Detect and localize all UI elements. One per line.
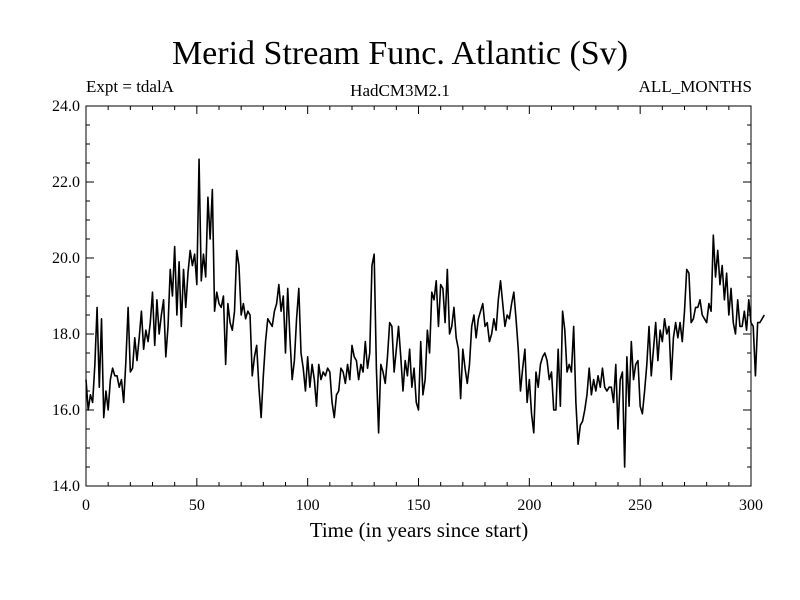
y-tick-label: 18.0 (52, 326, 80, 343)
model-label: HadCM3M2.1 (350, 81, 450, 100)
x-axis-label: Time (in years since start) (310, 518, 529, 542)
x-tick-label: 50 (189, 497, 205, 514)
x-tick-label: 100 (296, 497, 320, 514)
experiment-label: Expt = tdalA (86, 77, 174, 96)
x-tick-label: 250 (628, 497, 652, 514)
x-tick-label: 300 (739, 497, 763, 514)
chart-title: Merid Stream Func. Atlantic (Sv) (171, 35, 629, 72)
y-tick-label: 22.0 (52, 174, 80, 191)
x-tick-label: 0 (82, 497, 90, 514)
y-tick-label: 16.0 (52, 402, 80, 419)
y-tick-label: 24.0 (52, 98, 80, 115)
x-tick-label: 150 (407, 497, 431, 514)
series-line (85, 158, 765, 468)
months-label: ALL_MONTHS (638, 77, 752, 96)
x-tick-label: 200 (517, 497, 541, 514)
y-tick-label: 14.0 (52, 478, 80, 495)
y-tick-label: 20.0 (52, 250, 80, 267)
